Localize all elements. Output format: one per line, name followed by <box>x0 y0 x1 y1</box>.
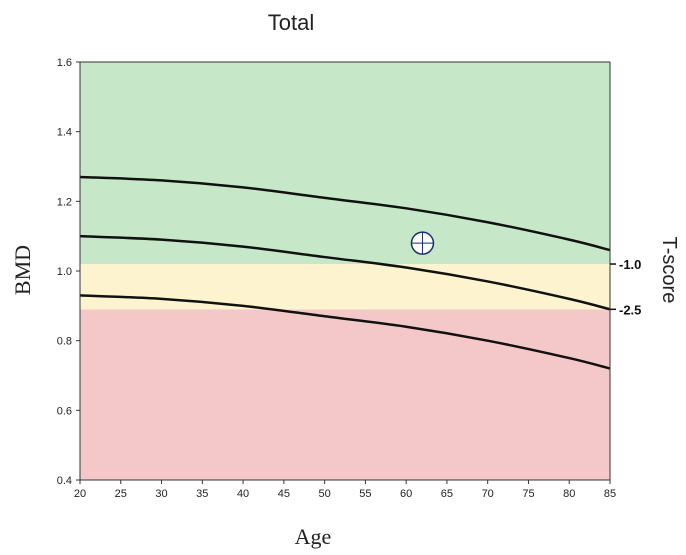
t-score-labels: -1.0 -2.5 <box>610 257 641 317</box>
y-tick-label: 0.4 <box>57 475 72 487</box>
patient-point-layer <box>410 231 435 255</box>
x-tick-label: 80 <box>563 488 575 500</box>
band-0 <box>80 309 610 480</box>
series-layer <box>79 175 611 370</box>
patient-marker <box>410 231 435 255</box>
x-tick-label: 65 <box>441 488 453 500</box>
y-axis-label: BMD <box>10 245 35 295</box>
reference-curve-0 <box>79 175 611 252</box>
band-2 <box>80 62 610 265</box>
x-ticks: 20 25 30 35 40 45 50 55 60 65 70 75 80 85 <box>74 480 616 500</box>
x-tick-label: 45 <box>278 488 290 500</box>
x-tick-label: 55 <box>359 488 371 500</box>
y-tick-label: 0.6 <box>57 405 72 417</box>
y-tick-label: 1.0 <box>57 266 72 278</box>
t-score-label: -1.0 <box>619 257 641 272</box>
t-score-axis-label: T-score <box>658 237 680 304</box>
x-tick-label: 30 <box>155 488 167 500</box>
y-tick-label: 1.6 <box>57 57 72 69</box>
x-tick-label: 85 <box>604 488 616 500</box>
x-tick-label: 60 <box>400 488 412 500</box>
y-tick-label: 1.4 <box>57 127 72 139</box>
y-tick-label: 0.8 <box>57 336 72 348</box>
reference-curve-2 <box>79 294 611 370</box>
x-tick-label: 70 <box>482 488 494 500</box>
bands-layer <box>80 62 610 480</box>
t-score-label: -2.5 <box>619 302 641 317</box>
chart-title: Total <box>268 10 314 35</box>
band-1 <box>80 264 610 310</box>
y-tick-label: 1.2 <box>57 196 72 208</box>
x-tick-label: 75 <box>522 488 534 500</box>
reference-curve-1 <box>79 234 611 311</box>
x-tick-label: 40 <box>237 488 249 500</box>
x-axis-label: Age <box>295 524 332 549</box>
x-tick-label: 20 <box>74 488 86 500</box>
x-tick-label: 35 <box>196 488 208 500</box>
y-ticks: 0.4 0.6 0.8 1.0 1.2 1.4 1.6 <box>57 57 80 487</box>
x-tick-label: 50 <box>318 488 330 500</box>
x-tick-label: 25 <box>115 488 127 500</box>
